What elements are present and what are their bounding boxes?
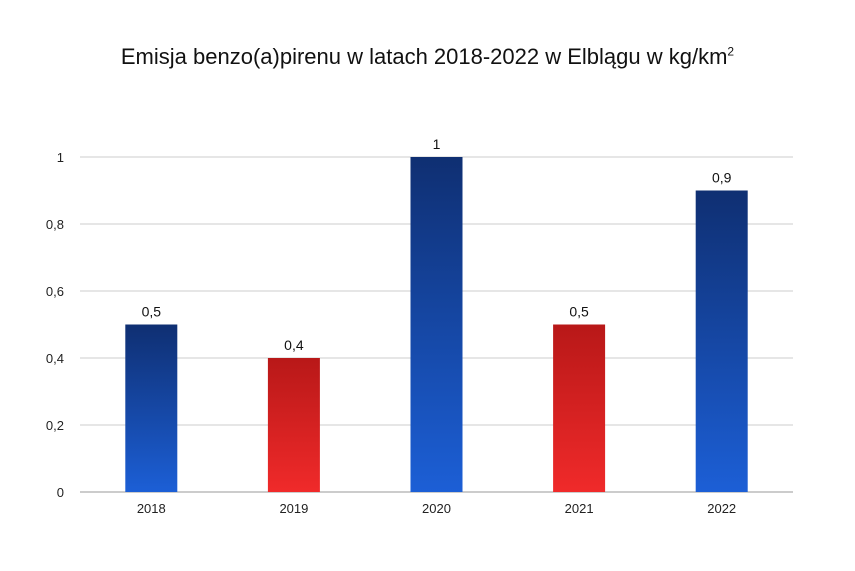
x-tick-label-2022: 2022	[707, 501, 736, 516]
bar-2019	[267, 358, 320, 492]
x-tick-label-2020: 2020	[422, 501, 451, 516]
y-axis-ticks: 0 0,2 0,4 0,6 0,8 1	[46, 150, 64, 500]
bars	[125, 157, 748, 492]
x-tick-label-2018: 2018	[137, 501, 166, 516]
data-label-2020: 1	[433, 136, 441, 152]
chart-title-superscript: 2	[727, 44, 735, 59]
chart-title-text: Emisja benzo(a)pirenu w latach 2018-2022…	[120, 44, 728, 69]
data-label-2022: 0,9	[712, 170, 732, 186]
data-labels: 0,5 0,4 1 0,5 0,9	[142, 136, 732, 353]
bar-2022	[695, 190, 748, 492]
bar-2018	[125, 324, 178, 492]
y-tick-label: 0,2	[46, 418, 64, 433]
x-axis-ticks: 2018 2019 2020 2021 2022	[137, 501, 736, 516]
y-tick-label: 0,6	[46, 284, 64, 299]
bar-2020	[410, 157, 463, 492]
data-label-2021: 0,5	[569, 304, 589, 320]
y-tick-label: 0,4	[46, 351, 64, 366]
y-tick-label: 0	[57, 485, 64, 500]
y-tick-label: 0,8	[46, 217, 64, 232]
data-label-2018: 0,5	[142, 304, 162, 320]
chart-title: Emisja benzo(a)pirenu w latach 2018-2022…	[0, 44, 855, 70]
bar-2021	[553, 324, 606, 492]
x-tick-label-2021: 2021	[565, 501, 594, 516]
data-label-2019: 0,4	[284, 337, 304, 353]
y-tick-label: 1	[57, 150, 64, 165]
x-tick-label-2019: 2019	[279, 501, 308, 516]
